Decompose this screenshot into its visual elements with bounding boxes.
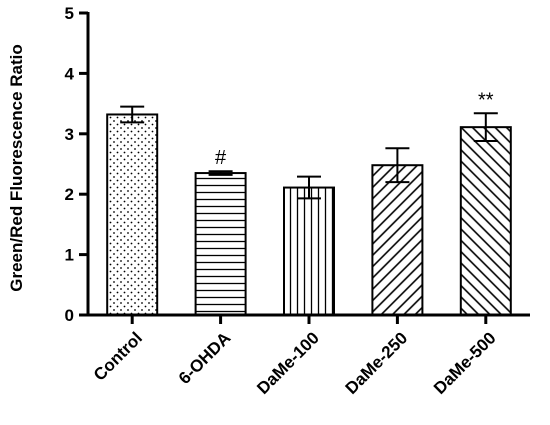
y-axis-label: Green/Red Fluorescence Ratio xyxy=(7,44,26,292)
y-tick-label: 0 xyxy=(65,306,74,325)
x-axis-ticks: Control 6-OHDA DaMe-100 DaMe-250 DaMe-500 xyxy=(90,315,500,398)
y-axis-label-group: Green/Red Fluorescence Ratio xyxy=(7,44,26,292)
y-tick-label: 4 xyxy=(65,64,75,83)
x-tick-label: DaMe-100 xyxy=(253,328,323,398)
y-tick-label: 1 xyxy=(65,246,74,265)
y-tick-label: 2 xyxy=(65,185,74,204)
y-tick-label: 5 xyxy=(65,4,74,23)
error-bars-group xyxy=(120,105,498,200)
x-tick-label: DaMe-250 xyxy=(342,328,412,398)
x-tick-label: DaMe-500 xyxy=(430,328,500,398)
annotations-group: # ** xyxy=(215,89,494,169)
x-tick-label: 6-OHDA xyxy=(175,328,235,388)
bar-control xyxy=(106,113,159,316)
y-tick-label: 3 xyxy=(65,125,74,144)
x-tick-label: Control xyxy=(90,328,146,384)
significance-marker: ** xyxy=(478,89,494,111)
significance-marker: # xyxy=(215,147,227,169)
bar-6-ohda xyxy=(194,172,247,316)
bar-dame-500 xyxy=(459,126,512,316)
bar-dame-100 xyxy=(283,186,335,316)
y-axis-ticks: 0 1 2 3 4 5 xyxy=(65,4,88,325)
bar-dame-250 xyxy=(371,164,424,316)
bars-group xyxy=(106,113,512,316)
